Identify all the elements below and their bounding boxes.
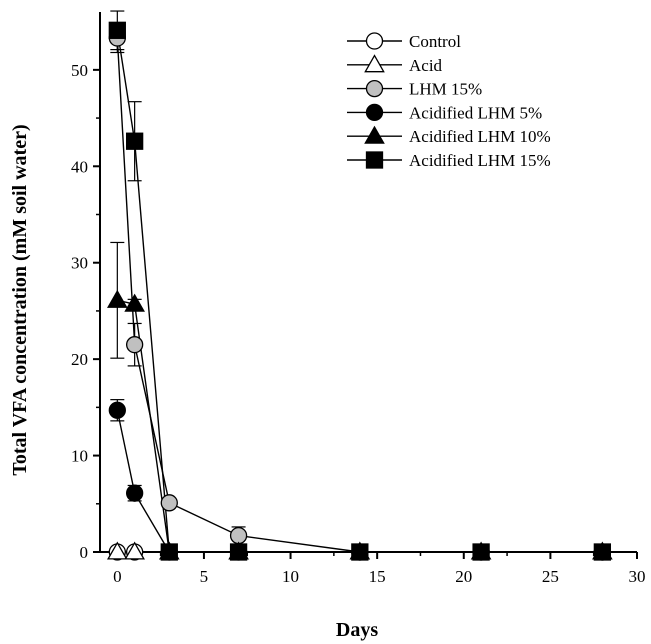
- series-markers-3: [108, 401, 612, 561]
- legend-item: Acidified LHM 10%: [347, 125, 551, 146]
- x-tick-label: 30: [629, 567, 646, 586]
- series-4: [110, 241, 603, 553]
- data-point: [124, 541, 145, 560]
- axes: 0 10 20 30 40 50 0 5 10 15 20 25 30: [71, 12, 646, 586]
- x-tick-label: 5: [200, 567, 209, 586]
- x-tick-label: 0: [113, 567, 122, 586]
- x-axis-label: Days: [336, 619, 378, 641]
- x-tick-label: 20: [455, 567, 472, 586]
- legend-item: Acid: [347, 54, 443, 75]
- series-markers-5: [108, 21, 612, 561]
- series-markers-4: [107, 289, 613, 560]
- series-line: [117, 299, 603, 553]
- data-point: [229, 526, 248, 545]
- data-point: [125, 484, 144, 502]
- legend-label: Acid: [409, 56, 443, 75]
- data-point: [108, 401, 126, 419]
- data-point: [229, 543, 248, 561]
- legend-label: Acidified LHM 10%: [409, 127, 551, 146]
- x-tick-label: 25: [542, 567, 559, 586]
- data-point: [125, 132, 144, 150]
- x-tick-label: 15: [369, 567, 386, 586]
- y-tick-label: 20: [71, 350, 88, 369]
- legend-marker: [365, 79, 384, 98]
- data-point: [124, 293, 145, 312]
- legend-item: Acidified LHM 5%: [347, 103, 542, 122]
- y-tick-label: 30: [71, 254, 88, 273]
- legend-item: Control: [347, 32, 461, 51]
- data-point: [108, 21, 126, 39]
- legend-marker: [364, 54, 385, 73]
- y-axis-label: Total VFA concentration (mM soil water): [9, 124, 31, 475]
- series-3: [110, 399, 603, 553]
- plot-area: [107, 10, 613, 561]
- data-point: [593, 543, 612, 561]
- data-point: [107, 289, 128, 308]
- x-tick-label: 10: [282, 567, 299, 586]
- legend-label: Control: [409, 32, 461, 51]
- legend-label: Acidified LHM 5%: [409, 103, 542, 122]
- data-point: [107, 541, 128, 560]
- legend-marker: [365, 32, 384, 50]
- y-tick-label: 40: [71, 157, 88, 176]
- series-5: [110, 10, 603, 553]
- y-tick-label: 10: [71, 447, 88, 466]
- data-point: [472, 543, 490, 561]
- series-line: [116, 410, 603, 553]
- series-markers-1: [107, 541, 145, 560]
- data-point: [160, 494, 178, 512]
- data-point: [160, 543, 178, 561]
- legend-label: Acidified LHM 15%: [409, 151, 551, 170]
- data-point: [351, 543, 369, 561]
- y-tick-label: 50: [71, 61, 88, 80]
- y-tick-label: 0: [80, 543, 89, 562]
- legend: Control Acid LHM 15% Acidified LHM 5% Acidif…: [347, 32, 551, 170]
- legend-label: LHM 15%: [409, 80, 482, 99]
- legend-item: Acidified LHM 15%: [347, 151, 551, 170]
- legend-marker: [364, 125, 385, 144]
- legend-marker: [365, 103, 384, 122]
- legend-marker: [365, 151, 384, 169]
- data-point: [125, 336, 144, 354]
- legend-item: LHM 15%: [347, 80, 482, 99]
